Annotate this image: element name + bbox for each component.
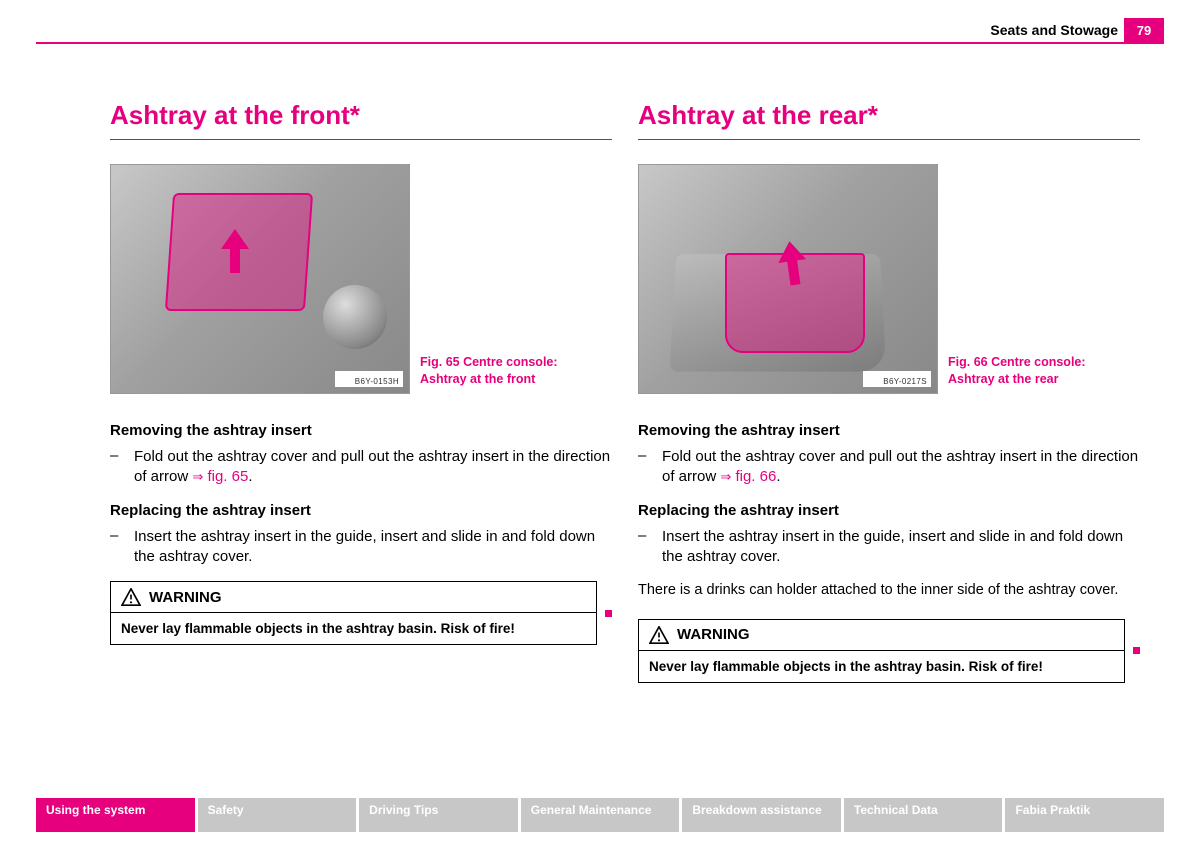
tab-safety[interactable]: Safety — [198, 798, 357, 832]
bullet-dash: – — [638, 447, 662, 488]
bullet-removing-rear: – Fold out the ashtray cover and pull ou… — [638, 447, 1140, 488]
header-rule — [36, 42, 1164, 44]
bullet-replacing-rear: – Insert the ashtray insert in the guide… — [638, 527, 1140, 568]
figure-row-rear: B6Y-0217S Fig. 66 Centre console: Ashtra… — [638, 164, 1140, 394]
warning-row-front: WARNING Never lay flammable objects in t… — [110, 581, 612, 645]
warning-triangle-icon — [649, 626, 669, 644]
figure-row-front: B6Y-0153H Fig. 65 Centre console: Ashtra… — [110, 164, 612, 394]
warning-box-front: WARNING Never lay flammable objects in t… — [110, 581, 597, 645]
tab-using-the-system[interactable]: Using the system — [36, 798, 195, 832]
content-columns: Ashtray at the front* B6Y-0153H Fig. 65 … — [110, 100, 1140, 683]
footer-tabs: Using the system Safety Driving Tips Gen… — [36, 798, 1164, 832]
warning-body-front: Never lay flammable objects in the ashtr… — [111, 613, 596, 644]
warning-label: WARNING — [149, 589, 222, 606]
section-end-marker — [605, 610, 612, 617]
warning-header: WARNING — [639, 620, 1124, 651]
note-rear: There is a drinks can holder attached to… — [638, 581, 1140, 601]
subhead-replacing-front: Replacing the ashtray insert — [110, 502, 612, 519]
bullet-replacing-front: – Insert the ashtray insert in the guide… — [110, 527, 612, 568]
bullet-dash: – — [110, 527, 134, 568]
page-number-badge: 79 — [1124, 18, 1164, 42]
warning-triangle-icon — [121, 588, 141, 606]
heading-front: Ashtray at the front* — [110, 100, 612, 140]
tab-breakdown-assistance[interactable]: Breakdown assistance — [682, 798, 841, 832]
figure-image-rear: B6Y-0217S — [638, 164, 938, 394]
tab-fabia-praktik[interactable]: Fabia Praktik — [1005, 798, 1164, 832]
figure-image-front: B6Y-0153H — [110, 164, 410, 394]
figure-code-rear: B6Y-0217S — [883, 377, 927, 386]
warning-header: WARNING — [111, 582, 596, 613]
arrow-right-icon: ⇒ — [192, 469, 203, 484]
fig-link-66[interactable]: fig. 66 — [735, 468, 776, 485]
heading-rear: Ashtray at the rear* — [638, 100, 1140, 140]
gear-knob-shape — [323, 285, 387, 349]
warning-body-rear: Never lay flammable objects in the ashtr… — [639, 651, 1124, 682]
bullet-text: Insert the ashtray insert in the guide, … — [134, 527, 612, 568]
bullet-text: Fold out the ashtray cover and pull out … — [662, 447, 1140, 488]
warning-row-rear: WARNING Never lay flammable objects in t… — [638, 619, 1140, 683]
bullet-dash: – — [638, 527, 662, 568]
arrow-up-icon — [221, 235, 249, 275]
bullet-removing-front: – Fold out the ashtray cover and pull ou… — [110, 447, 612, 488]
removing-text-front: Fold out the ashtray cover and pull out … — [134, 448, 610, 485]
removing-text-rear: Fold out the ashtray cover and pull out … — [662, 448, 1138, 485]
subhead-replacing-rear: Replacing the ashtray insert — [638, 502, 1140, 519]
page: Seats and Stowage 79 Ashtray at the fron… — [0, 0, 1200, 856]
warning-label: WARNING — [677, 626, 750, 643]
subhead-removing-front: Removing the ashtray insert — [110, 422, 612, 439]
warning-box-rear: WARNING Never lay flammable objects in t… — [638, 619, 1125, 683]
column-front-ashtray: Ashtray at the front* B6Y-0153H Fig. 65 … — [110, 100, 612, 683]
bullet-text: Insert the ashtray insert in the guide, … — [662, 527, 1140, 568]
section-end-marker — [1133, 647, 1140, 654]
bullet-dash: – — [110, 447, 134, 488]
fig-link-65[interactable]: fig. 65 — [207, 468, 248, 485]
header-section-title: Seats and Stowage — [990, 22, 1118, 38]
arrow-right-icon: ⇒ — [720, 469, 731, 484]
figure-caption-front: Fig. 65 Centre console: Ashtray at the f… — [420, 354, 560, 394]
figure-caption-rear: Fig. 66 Centre console: Ashtray at the r… — [948, 354, 1088, 394]
tab-driving-tips[interactable]: Driving Tips — [359, 798, 518, 832]
bullet-text: Fold out the ashtray cover and pull out … — [134, 447, 612, 488]
tab-general-maintenance[interactable]: General Maintenance — [521, 798, 680, 832]
arrow-up-icon — [776, 245, 809, 289]
figure-code-front: B6Y-0153H — [355, 377, 399, 386]
tab-technical-data[interactable]: Technical Data — [844, 798, 1003, 832]
subhead-removing-rear: Removing the ashtray insert — [638, 422, 1140, 439]
column-rear-ashtray: Ashtray at the rear* B6Y-0217S Fig. 66 C… — [638, 100, 1140, 683]
